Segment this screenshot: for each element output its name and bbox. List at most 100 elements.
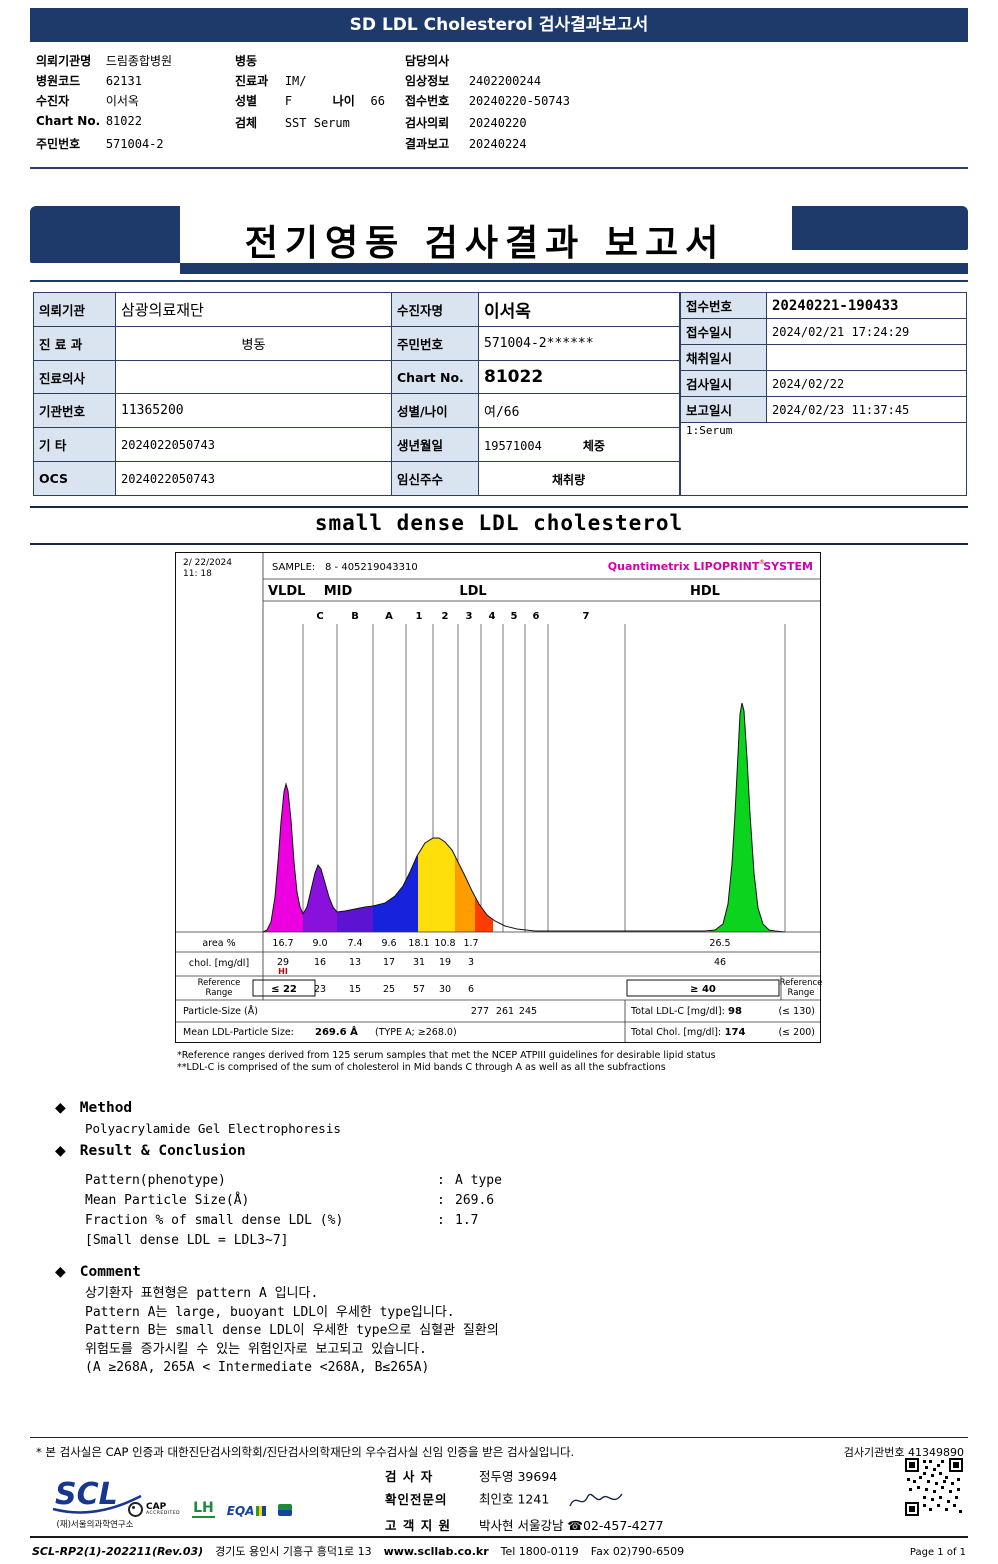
report-table-left: 의뢰기관 삼광의료재단 수진자명 이서옥 진 료 과 병동 주민번호 57100… xyxy=(33,292,680,496)
area-mid-a: 9.6 xyxy=(381,938,396,949)
ldl-sub-1: 1 xyxy=(416,611,423,622)
banner-right-block xyxy=(792,206,968,250)
mid-b-band xyxy=(337,906,373,932)
chart-date: 2/ 22/2024 xyxy=(183,558,232,568)
colon: : xyxy=(437,1193,445,1208)
hi-flag: HI xyxy=(278,967,288,976)
accreditation-logos: CAP ACCREDITED LH EQA xyxy=(128,1500,293,1519)
patient-row: Chart No. 81022 xyxy=(36,114,142,128)
cell-value: 병동 xyxy=(115,325,392,361)
sample-value: 8 - 405219043310 xyxy=(325,562,418,573)
staff-block: 검 사 자 정두영 39694 확인전문의 최인호 1241 고 객 지 원 박… xyxy=(385,1466,664,1537)
result-heading: Result & Conclusion xyxy=(79,1143,246,1159)
lab-number: 검사기관번호 41349890 xyxy=(843,1446,964,1459)
mid-sub-b: B xyxy=(351,611,359,622)
field-value: F xyxy=(284,94,293,108)
table-row: 기관번호 11365200 성별/나이 여/66 xyxy=(33,393,680,429)
chol-hdl: 46 xyxy=(714,957,726,968)
table-row: 의뢰기관 삼광의료재단 수진자명 이서옥 xyxy=(33,292,680,327)
total-chol-value: 174 xyxy=(725,1027,746,1038)
field-value: 20240220-50743 xyxy=(468,94,570,108)
staff-row: 검 사 자 정두영 39694 xyxy=(385,1466,664,1485)
mid-sub-c: C xyxy=(316,611,323,622)
cell-value: 20240221-190433 xyxy=(766,292,967,319)
lh-logo: LH xyxy=(192,1500,215,1518)
staff-value: 정두영 39694 xyxy=(478,1469,558,1484)
table-row: 검사일시 2024/02/22 xyxy=(680,370,967,397)
chart-border xyxy=(175,552,821,1043)
area-ldl2: 10.8 xyxy=(434,938,455,949)
chol-ldl3: 3 xyxy=(468,957,474,968)
staff-row: 고 객 지 원 박사현 서울강남 ☎02-457-4277 xyxy=(385,1515,664,1534)
ref-hdl: ≥ 40 xyxy=(690,984,716,995)
staff-row: 확인전문의 최인호 1241 xyxy=(385,1488,664,1512)
scl-logo: SCL (재)서울의과학연구소 xyxy=(40,1476,150,1530)
diamond-icon: ◆ xyxy=(55,1100,66,1116)
page-indicator: Page 1 of 1 xyxy=(909,1547,966,1558)
field-label: 주민번호 xyxy=(36,137,81,151)
ref-mid-b: 15 xyxy=(349,984,361,995)
chol-mid-a: 17 xyxy=(383,957,395,968)
field-label: 담당의사 xyxy=(405,54,450,68)
cell-label: 생년월일 xyxy=(391,427,479,463)
ref-label-left-2: Range xyxy=(206,988,233,998)
field-value: SST Serum xyxy=(284,116,350,130)
cell-value xyxy=(766,344,967,371)
cell-label: 의뢰기관 xyxy=(33,292,116,327)
area-vldl: 16.7 xyxy=(272,938,293,949)
ref-label-right-1: Reference xyxy=(780,978,822,988)
total-ldl-label: Total LDL-C [mg/dl]: xyxy=(630,1006,725,1017)
total-chol-label: Total Chol. [mg/dl]: xyxy=(630,1027,721,1038)
banner-underline xyxy=(30,280,968,282)
cap-circle-icon xyxy=(128,1502,143,1517)
field-label: 수진자 xyxy=(36,94,70,108)
eqa-logo: EQA xyxy=(227,1500,267,1519)
method-section: ◆ Method Polyacrylamide Gel Electrophores… xyxy=(55,1100,341,1136)
result-item-value: 269.6 xyxy=(455,1193,495,1208)
cell-sublabel: 채취량 xyxy=(552,473,586,488)
area-ldl3: 1.7 xyxy=(463,938,478,949)
patient-row: 담당의사 xyxy=(405,52,465,69)
table-row: 진료의사 Chart No. 81022 xyxy=(33,359,680,395)
area-hdl: 26.5 xyxy=(709,938,730,949)
section-title: small dense LDL cholesterol xyxy=(314,511,684,535)
cell-value: 채취량 xyxy=(478,461,680,496)
cell-label: 임신주수 xyxy=(391,461,479,496)
field-value: 이서옥 xyxy=(105,94,139,108)
table-row: 접수일시 2024/02/21 17:24:29 xyxy=(680,318,967,345)
table-row: 보고일시 2024/02/23 11:37:45 xyxy=(680,396,967,423)
field-value: 62131 xyxy=(105,74,142,88)
footnote-1: *Reference ranges derived from 125 serum… xyxy=(177,1050,716,1061)
method-body: Polyacrylamide Gel Electrophoresis xyxy=(85,1121,341,1136)
field-label: 임상정보 xyxy=(405,74,450,88)
total-ldl-ref: (≤ 130) xyxy=(778,1006,815,1017)
vldl-peak xyxy=(263,784,303,932)
result-item: Mean Particle Size(Å):269.6 xyxy=(85,1193,502,1208)
field-label: 결과보고 xyxy=(405,137,450,151)
comment-heading: Comment xyxy=(79,1264,141,1280)
field-value: 20240224 xyxy=(468,137,527,151)
area-row-label: area % xyxy=(202,938,235,949)
comment-line: Pattern A는 large, buoyant LDL이 우세한 type입… xyxy=(85,1304,455,1320)
ref-ldl1: 57 xyxy=(413,984,425,995)
lab-website: www.scllab.co.kr xyxy=(383,1545,489,1558)
field-label: 진료과 xyxy=(235,74,269,88)
ldl-sub-4: 4 xyxy=(489,611,496,622)
cell-value: 11365200 xyxy=(115,393,392,429)
patient-row: 병동 xyxy=(235,52,281,69)
cell-label: Chart No. xyxy=(391,359,479,395)
chart-footnotes: *Reference ranges derived from 125 serum… xyxy=(177,1050,837,1074)
chol-mid-c: 16 xyxy=(314,957,326,968)
table-row: 진 료 과 병동 주민번호 571004-2****** xyxy=(33,325,680,361)
chol-ldl2: 19 xyxy=(439,957,451,968)
stats-grid-lines xyxy=(176,931,820,1042)
patient-row: 수진자 이서옥 xyxy=(36,92,139,109)
lane-mid-label: MID xyxy=(324,584,353,599)
chol-vldl: 29 xyxy=(277,957,289,968)
cell-label: 검사일시 xyxy=(680,370,767,397)
lane-divider-lines xyxy=(302,624,786,932)
cell-label: 기 타 xyxy=(33,427,116,463)
bottom-bar: SCL-RP2(1)-202211(Rev.03) 경기도 용인시 기흥구 흥덕… xyxy=(32,1543,966,1559)
hdl-peak xyxy=(705,703,775,932)
comment-line: (A ≥268A, 265A < Intermediate <268A, B≤2… xyxy=(85,1360,430,1375)
